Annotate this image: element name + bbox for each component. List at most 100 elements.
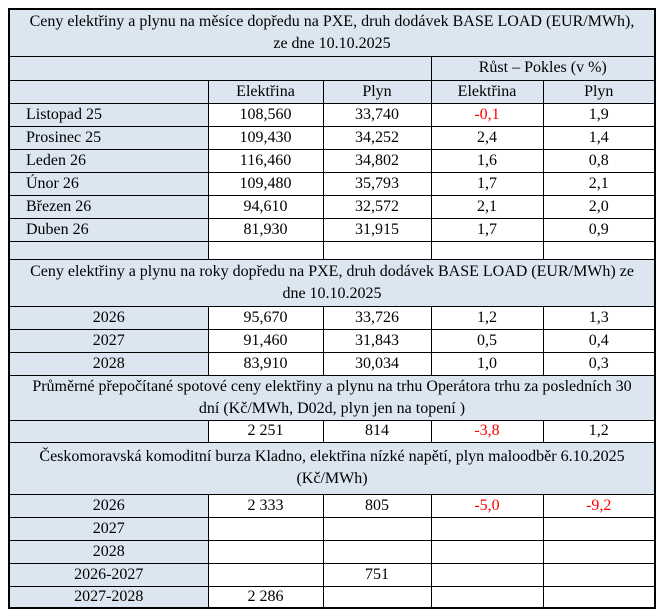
cell-rust-elektrina: 0,5	[430, 328, 544, 353]
section2-title: Ceny elektřiny a plynu na roky dopředu n…	[8, 258, 656, 307]
growth-header-spacer	[8, 55, 432, 81]
cell-elektrina: 109,480	[207, 171, 324, 196]
column-header-rust-elektrina: Elektřina	[430, 79, 544, 104]
row-label: Duben 26	[8, 217, 209, 242]
row-label: 2026-2027	[8, 562, 209, 587]
section4-title: Českomoravská komoditní burza Kladno, el…	[8, 441, 656, 495]
cell-rust-elektrina: 2,4	[430, 125, 544, 150]
cell-plyn: 805	[322, 493, 432, 518]
row-label: 2027-2028	[8, 585, 209, 609]
cell-plyn: 31,843	[322, 328, 432, 353]
table-row: 2028 83,910 30,034 1,0 0,3	[8, 351, 656, 376]
cell-plyn: 34,802	[322, 148, 432, 173]
table-row: Prosinec 25 109,430 34,252 2,4 1,4	[8, 125, 656, 150]
cell-plyn	[322, 585, 432, 609]
cell-elektrina	[207, 539, 324, 564]
cell-plyn: 33,740	[322, 102, 432, 127]
cell-rust-elektrina: -5,0	[430, 493, 544, 518]
growth-header-row: Růst – Pokles (v %)	[8, 55, 656, 81]
row-label: 2028	[8, 351, 209, 376]
section4-title-line2: (Kč/MWh)	[296, 470, 368, 487]
section3-title: Průměrné přepočítané spotové ceny elektř…	[8, 374, 656, 421]
cell-rust-elektrina: -3,8	[430, 419, 544, 443]
cell-rust-plyn	[542, 585, 656, 609]
cell-rust-plyn: 0,8	[542, 148, 656, 173]
section3-title-line2: dní (Kč/MWh, D02d, plyn jen na topení )	[198, 399, 466, 417]
cell-rust-elektrina: 2,1	[430, 194, 544, 219]
empty-cell	[8, 240, 209, 260]
table-row: 2026 2 333 805 -5,0 -9,2	[8, 493, 656, 518]
cell-plyn: 31,915	[322, 217, 432, 242]
cell-elektrina: 95,670	[207, 305, 324, 330]
column-header-row: Elektřina Plyn Elektřina Plyn	[8, 79, 656, 104]
cell-rust-elektrina	[430, 516, 544, 541]
cell-plyn: 33,726	[322, 305, 432, 330]
table-row: 2027	[8, 516, 656, 541]
table-row: 2028	[8, 539, 656, 564]
cell-elektrina: 116,460	[207, 148, 324, 173]
cell-plyn	[322, 539, 432, 564]
empty-cell	[542, 240, 656, 260]
cell-rust-plyn: 2,0	[542, 194, 656, 219]
row-label: 2028	[8, 539, 209, 564]
row-label: Březen 26	[8, 194, 209, 219]
empty-row	[8, 240, 656, 260]
price-table: Ceny elektřiny a plynu na měsíce dopředu…	[8, 8, 656, 609]
cell-rust-elektrina: 1,0	[430, 351, 544, 376]
cell-elektrina	[207, 516, 324, 541]
row-label: Prosinec 25	[8, 125, 209, 150]
cell-rust-elektrina: 1,7	[430, 171, 544, 196]
cell-elektrina: 94,610	[207, 194, 324, 219]
cell-rust-elektrina	[430, 562, 544, 587]
cell-rust-plyn: 1,3	[542, 305, 656, 330]
row-label: Únor 26	[8, 171, 209, 196]
row-label: 2026	[8, 305, 209, 330]
table-row: Únor 26 109,480 35,793 1,7 2,1	[8, 171, 656, 196]
cell-rust-elektrina	[430, 539, 544, 564]
table-row: 2026 95,670 33,726 1,2 1,3	[8, 305, 656, 330]
cell-plyn: 751	[322, 562, 432, 587]
table-row: 2027-2028 2 286	[8, 585, 656, 609]
column-header-rust-plyn: Plyn	[542, 79, 656, 104]
cell-elektrina: 2 333	[207, 493, 324, 518]
cell-rust-plyn: -9,2	[542, 493, 656, 518]
cell-rust-elektrina: 1,6	[430, 148, 544, 173]
row-label: Leden 26	[8, 148, 209, 173]
cell-rust-elektrina: 1,2	[430, 305, 544, 330]
cell-rust-plyn: 0,3	[542, 351, 656, 376]
cell-elektrina: 81,930	[207, 217, 324, 242]
cell-elektrina: 108,560	[207, 102, 324, 127]
cell-elektrina: 83,910	[207, 351, 324, 376]
cell-plyn: 30,034	[322, 351, 432, 376]
cell-plyn: 32,572	[322, 194, 432, 219]
section4-title-line1: Českomoravská komoditní burza Kladno, el…	[39, 448, 625, 465]
row-label: 2027	[8, 516, 209, 541]
cell-elektrina: 2 286	[207, 585, 324, 609]
cell-plyn: 35,793	[322, 171, 432, 196]
column-header-spacer	[8, 79, 209, 104]
row-label: 2026	[8, 493, 209, 518]
cell-rust-plyn: 0,9	[542, 217, 656, 242]
spot-price-row: 2 251 814 -3,8 1,2	[8, 419, 656, 443]
table-row: Listopad 25 108,560 33,740 -0,1 1,9	[8, 102, 656, 127]
cell-elektrina: 2 251	[207, 419, 324, 443]
cell-elektrina: 109,430	[207, 125, 324, 150]
column-header-elektrina: Elektřina	[207, 79, 324, 104]
cell-rust-plyn: 1,2	[542, 419, 656, 443]
cell-rust-plyn: 1,4	[542, 125, 656, 150]
growth-header: Růst – Pokles (v %)	[430, 55, 656, 81]
cell-plyn	[322, 516, 432, 541]
section1-title-line1: Ceny elektřiny a plynu na měsíce dopředu…	[29, 12, 635, 30]
empty-cell	[322, 240, 432, 260]
section2-title-line2: dne 10.10.2025	[282, 284, 382, 302]
table-row: 2027 91,460 31,843 0,5 0,4	[8, 328, 656, 353]
section1-title-row: Ceny elektřiny a plynu na měsíce dopředu…	[8, 8, 656, 57]
section2-title-line1: Ceny elektřiny a plynu na roky dopředu n…	[30, 262, 634, 280]
section1-title: Ceny elektřiny a plynu na měsíce dopředu…	[8, 8, 656, 57]
table-row: Březen 26 94,610 32,572 2,1 2,0	[8, 194, 656, 219]
cell-rust-plyn	[542, 562, 656, 587]
cell-rust-plyn: 1,9	[542, 102, 656, 127]
cell-rust-elektrina	[430, 585, 544, 609]
cell-rust-elektrina: 1,7	[430, 217, 544, 242]
cell-rust-plyn	[542, 539, 656, 564]
